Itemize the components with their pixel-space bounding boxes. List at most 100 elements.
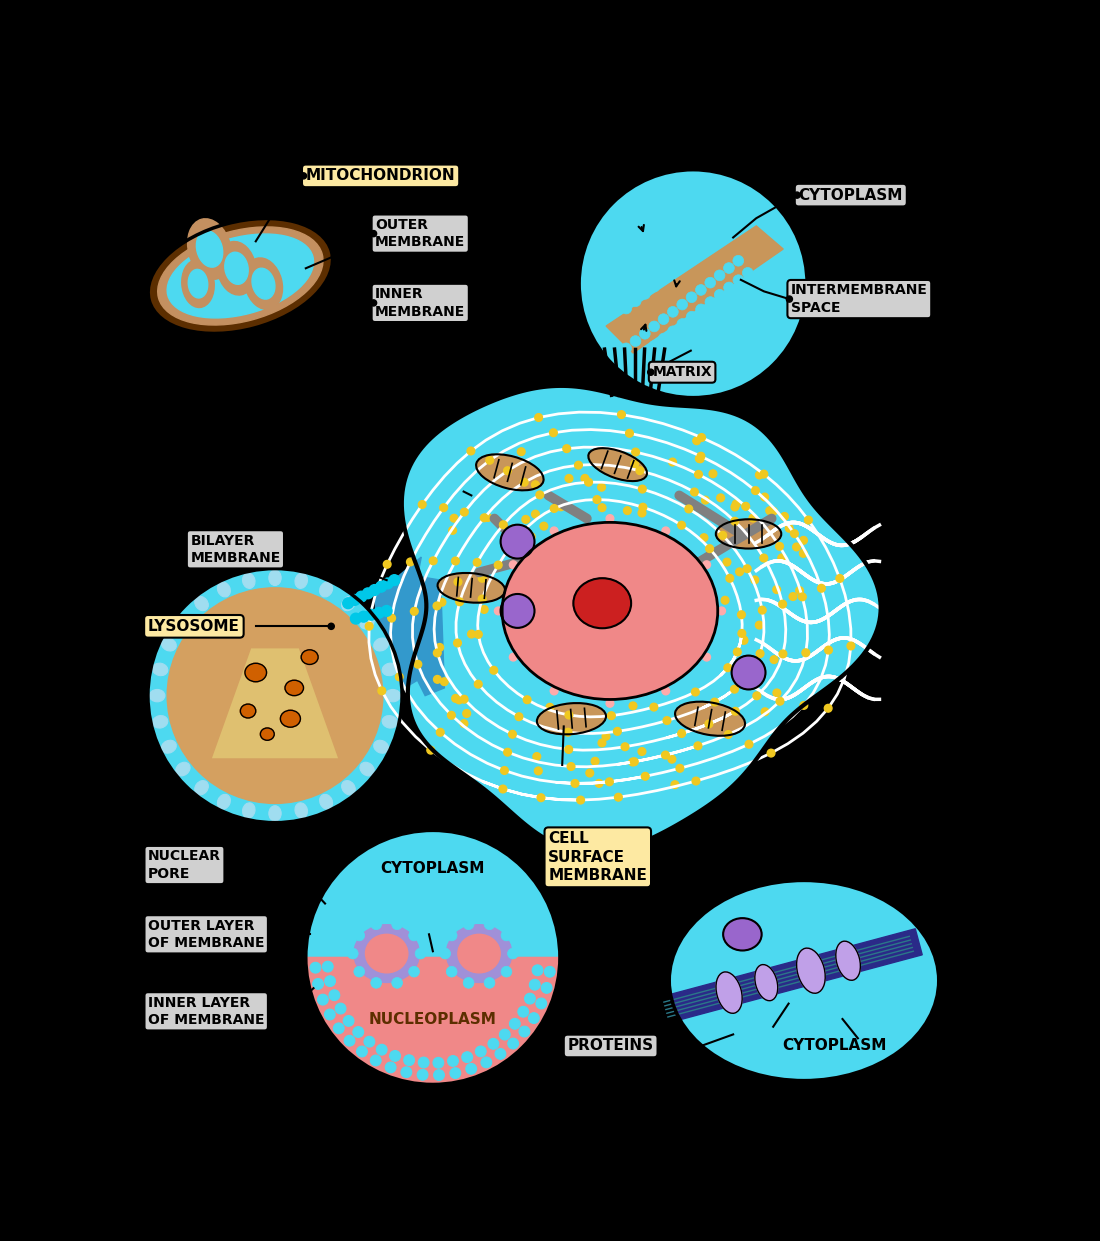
Circle shape (418, 500, 426, 509)
Circle shape (490, 666, 497, 674)
Circle shape (630, 295, 641, 307)
Circle shape (638, 747, 646, 756)
Circle shape (738, 611, 746, 618)
Circle shape (481, 606, 488, 613)
Circle shape (597, 484, 605, 491)
Ellipse shape (374, 741, 388, 753)
Circle shape (786, 297, 792, 302)
Ellipse shape (217, 242, 256, 295)
Ellipse shape (502, 522, 717, 700)
Circle shape (350, 594, 360, 606)
Circle shape (366, 609, 376, 620)
Ellipse shape (295, 803, 308, 818)
Circle shape (620, 284, 631, 294)
Circle shape (436, 644, 443, 652)
Circle shape (371, 978, 382, 988)
Ellipse shape (153, 716, 168, 728)
Circle shape (519, 1026, 530, 1037)
Circle shape (544, 942, 556, 953)
Circle shape (711, 699, 718, 706)
Circle shape (427, 746, 434, 755)
Circle shape (312, 979, 323, 989)
Ellipse shape (354, 925, 419, 983)
Ellipse shape (438, 573, 505, 603)
Circle shape (453, 639, 461, 647)
Circle shape (676, 319, 688, 329)
Circle shape (658, 274, 669, 284)
Circle shape (376, 581, 386, 592)
Circle shape (773, 586, 781, 593)
Circle shape (630, 277, 641, 287)
Ellipse shape (301, 650, 318, 664)
Circle shape (694, 470, 702, 478)
Circle shape (409, 930, 419, 941)
Circle shape (649, 282, 660, 292)
Circle shape (438, 598, 446, 606)
Polygon shape (213, 649, 337, 757)
Circle shape (500, 767, 508, 774)
Circle shape (777, 697, 784, 705)
Circle shape (518, 1006, 529, 1018)
Circle shape (620, 362, 631, 374)
Ellipse shape (365, 934, 408, 973)
Circle shape (778, 553, 785, 562)
Circle shape (606, 778, 614, 786)
Text: OUTER LAYER
OF MEMBRANE: OUTER LAYER OF MEMBRANE (147, 918, 264, 949)
Circle shape (542, 926, 553, 936)
Circle shape (697, 453, 705, 460)
Text: MITOCHONDRION: MITOCHONDRION (306, 169, 455, 184)
Circle shape (300, 172, 307, 179)
Text: MATRIX: MATRIX (652, 365, 712, 380)
Circle shape (557, 503, 564, 510)
Circle shape (414, 660, 421, 668)
Circle shape (388, 614, 396, 622)
Circle shape (751, 486, 759, 494)
Circle shape (649, 340, 660, 351)
Circle shape (612, 350, 623, 361)
Circle shape (504, 467, 512, 474)
Circle shape (760, 555, 768, 562)
Circle shape (717, 607, 726, 614)
Circle shape (534, 753, 541, 761)
Circle shape (535, 413, 542, 422)
Ellipse shape (244, 258, 283, 309)
Circle shape (526, 915, 537, 925)
Circle shape (723, 558, 730, 566)
Circle shape (615, 793, 623, 802)
Circle shape (433, 602, 441, 609)
Circle shape (356, 1046, 367, 1057)
Circle shape (546, 704, 553, 711)
Ellipse shape (320, 794, 332, 809)
Circle shape (800, 550, 807, 557)
Circle shape (705, 237, 716, 248)
Circle shape (649, 885, 656, 891)
Ellipse shape (755, 964, 778, 1000)
Ellipse shape (188, 218, 231, 279)
Circle shape (147, 568, 403, 823)
Circle shape (749, 514, 757, 522)
Circle shape (389, 1051, 400, 1061)
Circle shape (528, 1013, 539, 1024)
Circle shape (438, 835, 449, 845)
Circle shape (694, 742, 702, 750)
Circle shape (668, 756, 675, 763)
Circle shape (364, 1036, 375, 1047)
Circle shape (409, 967, 419, 977)
Circle shape (770, 655, 778, 664)
Circle shape (693, 437, 701, 444)
Ellipse shape (360, 616, 374, 629)
Circle shape (502, 930, 512, 941)
Circle shape (371, 231, 376, 237)
Circle shape (318, 994, 328, 1005)
Circle shape (418, 1057, 429, 1069)
Text: CYTOPLASM: CYTOPLASM (381, 861, 485, 876)
Circle shape (452, 557, 460, 565)
Circle shape (376, 1044, 387, 1055)
Text: BILAYER
MEMBRANE: BILAYER MEMBRANE (190, 534, 280, 565)
Circle shape (345, 886, 356, 896)
Circle shape (742, 208, 754, 218)
Circle shape (678, 521, 685, 529)
Circle shape (540, 522, 548, 530)
Circle shape (626, 429, 634, 437)
Ellipse shape (280, 710, 300, 727)
